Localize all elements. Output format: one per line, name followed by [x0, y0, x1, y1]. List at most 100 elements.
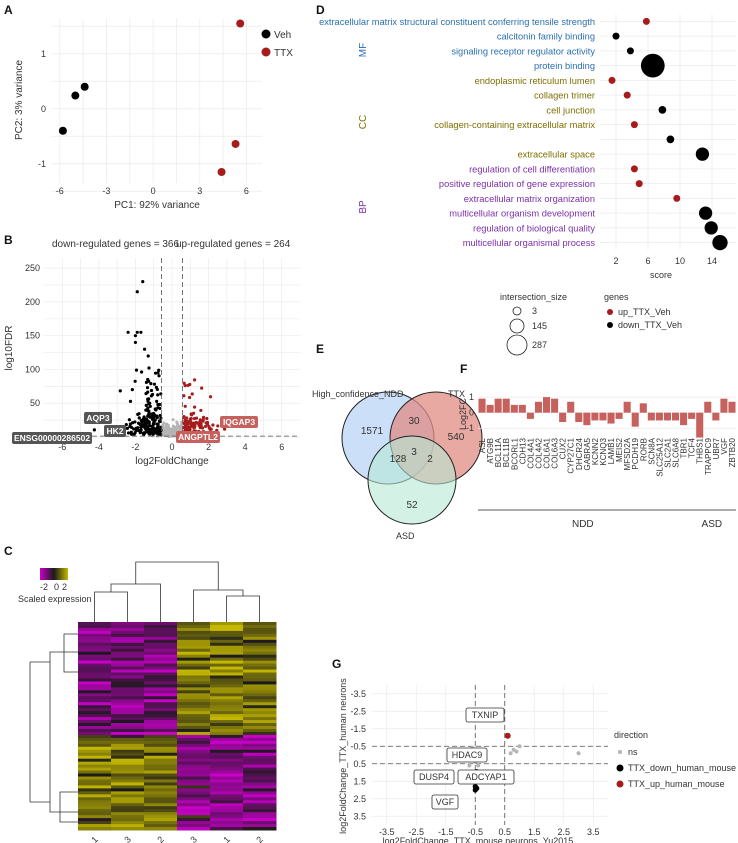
legend-key: [262, 30, 271, 39]
heatmap-cell: [144, 782, 178, 785]
heatmap-cell: [210, 791, 244, 794]
heatmap-cell: [243, 809, 277, 812]
heatmap-cell: [144, 693, 178, 696]
heatmap-cell: [78, 821, 112, 824]
heatmap-cell: [177, 821, 211, 824]
heatmap-cell: [243, 702, 277, 705]
volcano-point-ns: [174, 428, 177, 431]
heatmap-cell: [243, 785, 277, 788]
heatmap-cell: [144, 670, 178, 673]
heatmap-cell: [177, 723, 211, 726]
volcano-point-down: [155, 400, 158, 403]
go-term-label: extracellular matrix organization: [464, 194, 595, 204]
venn-count-ndd_ttx: 30: [408, 416, 420, 427]
heatmap-cell: [210, 821, 244, 824]
volcano-point-down: [146, 386, 149, 389]
x-axis-label: log2FoldChange: [135, 456, 209, 467]
y-axis-label: Log2FC: [458, 397, 468, 430]
heatmap-cell: [243, 726, 277, 729]
heatmap-cell: [111, 693, 145, 696]
gene-label: HK2: [106, 426, 123, 436]
heatmap-cell: [210, 643, 244, 646]
heatmap-cell: [144, 696, 178, 699]
heatmap-cell: [177, 735, 211, 738]
heatmap-cell: [177, 711, 211, 714]
heatmap-cell: [177, 631, 211, 634]
heatmap-cell: [177, 794, 211, 797]
heatmap-cell: [144, 729, 178, 732]
heatmap-cell: [243, 631, 277, 634]
heatmap-cell: [177, 678, 211, 681]
point-up: [505, 733, 511, 739]
heatmap-cell: [243, 628, 277, 631]
heatmap-cell: [177, 687, 211, 690]
heatmap-cell: [144, 622, 178, 625]
volcano-point-down: [131, 388, 134, 391]
heatmap-cell: [78, 774, 112, 777]
heatmap-cell: [243, 622, 277, 625]
heatmap-cell: [111, 827, 145, 830]
legend-label: TTX: [274, 48, 293, 59]
heatmap-cell: [78, 777, 112, 780]
size-legend-title: intersection_size: [500, 292, 567, 302]
heatmap-cell: [210, 652, 244, 655]
x-tick-label: 3: [197, 186, 202, 196]
heatmap-cell: [210, 738, 244, 741]
y-tick-label: 3.5: [353, 811, 366, 821]
heatmap-cell: [177, 809, 211, 812]
heatmap-cell: [111, 625, 145, 628]
heatmap-cell: [144, 735, 178, 738]
heatmap-cell: [177, 640, 211, 643]
heatmap-cell: [177, 779, 211, 782]
volcano-point-down: [137, 412, 140, 415]
heatmap-cell: [111, 756, 145, 759]
volcano-point-down: [146, 400, 149, 403]
go-term-label: endoplasmic reticulum lumen: [475, 76, 595, 86]
heatmap-cell: [210, 678, 244, 681]
point-ns: [467, 764, 471, 768]
volcano-point-down: [136, 331, 139, 334]
heatmap-cell: [177, 782, 211, 785]
point-ns: [577, 751, 581, 755]
volcano-point-up: [184, 405, 187, 408]
heatmap-cell: [144, 800, 178, 803]
down-count-label: down-regulated genes = 366: [52, 239, 179, 250]
go-term-label: cell junction: [546, 105, 595, 115]
heatmap-cell: [78, 631, 112, 634]
heatmap-column-label: Veh_2: [240, 834, 265, 843]
heatmap-cell: [210, 714, 244, 717]
heatmap-cell: [243, 729, 277, 732]
y-tick-label: 1: [41, 49, 46, 59]
volcano-point-down: [147, 427, 150, 430]
go-group-label: CC: [358, 115, 369, 129]
heatmap-cell: [111, 664, 145, 667]
heatmap-cell: [111, 717, 145, 720]
volcano-point-up: [193, 422, 196, 425]
heatmap-cell: [243, 818, 277, 821]
bar-THBS1: [696, 413, 703, 438]
heatmap-cell: [111, 690, 145, 693]
heatmap-cell: [144, 759, 178, 762]
heatmap-cell: [111, 723, 145, 726]
heatmap-cell: [243, 664, 277, 667]
bar-GABRA5: [583, 413, 590, 425]
scale-tick: 0: [54, 582, 59, 592]
heatmap-cell: [78, 664, 112, 667]
heatmap-cell: [210, 690, 244, 693]
heatmap-cell: [243, 806, 277, 809]
heatmap-cell: [210, 699, 244, 702]
heatmap-cell: [111, 711, 145, 714]
gene-label: IQGAP3: [223, 417, 255, 427]
heatmap-cell: [78, 687, 112, 690]
heatmap-cell: [243, 670, 277, 673]
venn-count-ndd_asd: 128: [390, 454, 407, 465]
heatmap-column-label: Veh_3: [174, 834, 199, 843]
heatmap-cell: [144, 809, 178, 812]
heatmap-cell: [177, 670, 211, 673]
panel-letter-A: A: [4, 3, 13, 17]
heatmap-cell: [111, 818, 145, 821]
heatmap-cell: [111, 771, 145, 774]
heatmap-cell: [177, 622, 211, 625]
heatmap-cell: [177, 750, 211, 753]
volcano-point-down: [140, 370, 143, 373]
